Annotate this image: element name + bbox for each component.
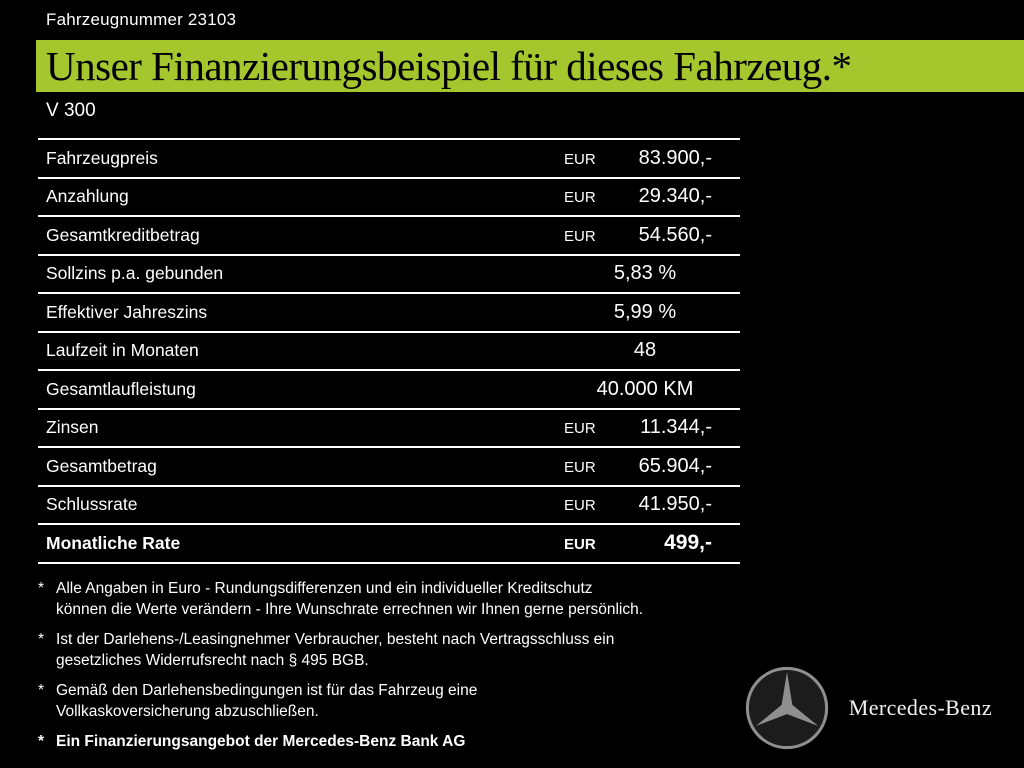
title-banner: Unser Finanzierungsbeispiel für dieses F… <box>36 40 1024 92</box>
footnote-marker: * <box>38 580 45 597</box>
row-label: Monatliche Rate <box>46 532 181 553</box>
vehicle-model: V 300 <box>46 100 96 121</box>
footnote: * Gemäß den Darlehensbedingungen ist für… <box>38 680 750 722</box>
row-value-cell: EUR 83.900,- <box>550 147 740 170</box>
row-label: Schlussrate <box>46 494 138 515</box>
row-value-cell: EUR 65.904,- <box>550 455 740 478</box>
footnotes: * Alle Angaben in Euro - Rundungsdiffere… <box>38 578 750 761</box>
table-row: Anzahlung EUR 29.340,- <box>38 176 740 216</box>
row-label: Effektiver Jahreszins <box>46 301 208 322</box>
row-label: Gesamtkreditbetrag <box>46 224 200 245</box>
mercedes-star-icon <box>745 666 828 750</box>
table-row: Laufzeit in Monaten 48 <box>38 330 740 370</box>
row-value: 499,- <box>664 531 712 555</box>
brand-block: Mercedes-Benz <box>743 664 992 752</box>
row-value-cell: EUR 29.340,- <box>550 185 740 208</box>
table-row: Sollzins p.a. gebunden 5,83 % <box>38 253 740 293</box>
row-value-cell: EUR 499,- <box>550 531 740 555</box>
row-label: Laufzeit in Monaten <box>46 340 199 361</box>
table-row: Zinsen EUR 11.344,- <box>38 407 740 447</box>
vehicle-number: Fahrzeugnummer 23103 <box>46 10 237 29</box>
row-value: 5,99 % <box>613 300 677 323</box>
row-value: 48 <box>633 339 657 362</box>
currency-label: EUR <box>564 536 596 554</box>
table-row: Gesamtbetrag EUR 65.904,- <box>38 446 740 485</box>
footnote-text: Alle Angaben in Euro - Rundungsdifferenz… <box>56 580 644 618</box>
row-value: 65.904,- <box>638 454 712 477</box>
footnote-marker: * <box>38 631 45 648</box>
currency-label: EUR <box>564 497 596 515</box>
footnote-text: Gemäß den Darlehensbedingungen ist für d… <box>56 682 478 720</box>
table-row-monthly-rate: Monatliche Rate EUR 499,- <box>38 523 740 562</box>
row-label: Fahrzeugpreis <box>46 147 158 168</box>
currency-label: EUR <box>564 189 596 207</box>
row-value: 54.560,- <box>638 223 712 246</box>
currency-label: EUR <box>564 227 596 245</box>
row-label: Gesamtlaufleistung <box>46 378 196 399</box>
row-value-cell: EUR 54.560,- <box>550 224 740 247</box>
footnote: * Ist der Darlehens-/Leasingnehmer Verbr… <box>38 629 750 671</box>
brand-wordmark: Mercedes-Benz <box>848 695 992 720</box>
footnote-text: Ist der Darlehens-/Leasingnehmer Verbrau… <box>56 631 615 669</box>
currency-label: EUR <box>564 420 596 438</box>
row-value: 11.344,- <box>640 416 712 439</box>
row-label: Zinsen <box>46 417 99 438</box>
row-value: 40.000 KM <box>596 377 694 400</box>
footnote-text: Ein Finanzierungsangebot der Mercedes-Be… <box>56 733 466 750</box>
footnote-marker: * <box>38 733 45 750</box>
row-value: 5,83 % <box>613 262 677 285</box>
row-value-cell: EUR 41.950,- <box>550 493 740 516</box>
row-value: 83.900,- <box>638 146 712 169</box>
row-label: Sollzins p.a. gebunden <box>46 263 224 284</box>
footnote: * Alle Angaben in Euro - Rundungsdiffere… <box>38 578 750 620</box>
table-row: Schlussrate EUR 41.950,- <box>38 484 740 524</box>
table-row: Gesamtlaufleistung 40.000 KM <box>38 369 740 408</box>
currency-label: EUR <box>564 150 596 168</box>
page-title: Unser Finanzierungsbeispiel für dieses F… <box>46 43 852 89</box>
row-value: 29.340,- <box>638 185 712 208</box>
financing-table: Fahrzeugpreis EUR 83.900,- Anzahlung EUR… <box>38 138 740 564</box>
footnote: * Ein Finanzierungsangebot der Mercedes-… <box>38 731 750 752</box>
table-row: Effektiver Jahreszins 5,99 % <box>38 292 740 331</box>
currency-label: EUR <box>564 458 596 476</box>
table-row: Fahrzeugpreis EUR 83.900,- <box>38 138 740 177</box>
footnote-marker: * <box>38 682 45 699</box>
row-label: Anzahlung <box>46 186 129 207</box>
row-value: 41.950,- <box>638 493 712 516</box>
row-value-cell: EUR 11.344,- <box>550 416 740 439</box>
table-row: Gesamtkreditbetrag EUR 54.560,- <box>38 215 740 254</box>
row-label: Gesamtbetrag <box>46 455 157 476</box>
